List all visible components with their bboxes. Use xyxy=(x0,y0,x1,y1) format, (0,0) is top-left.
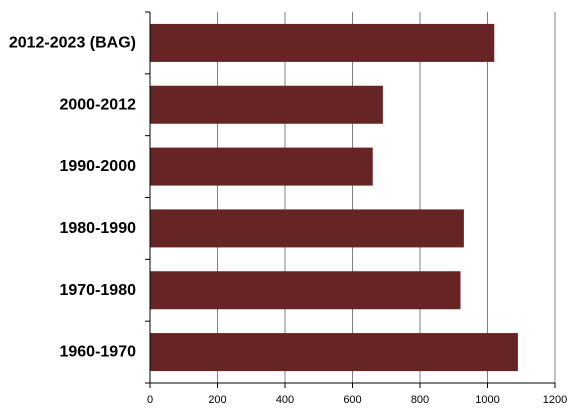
x-tick-label-400: 400 xyxy=(276,394,294,406)
category-label-1: 2000-2012 xyxy=(59,96,136,113)
axes xyxy=(145,11,556,388)
category-label-4: 1970-1980 xyxy=(59,282,136,299)
bar-5 xyxy=(150,333,518,372)
bar-1 xyxy=(150,85,383,124)
category-label-5: 1960-1970 xyxy=(59,344,136,361)
bar-0 xyxy=(150,23,495,62)
bar-2 xyxy=(150,147,373,186)
gridlines xyxy=(217,12,556,383)
x-tick-label-800: 800 xyxy=(411,394,429,406)
x-tick-label-0: 0 xyxy=(147,394,153,406)
x-tick-label-200: 200 xyxy=(208,394,226,406)
category-label-3: 1980-1990 xyxy=(59,220,136,237)
bar-4 xyxy=(150,271,461,310)
category-labels: 2012-2023 (BAG) 2000-2012 1990-2000 1980-19… xyxy=(9,34,136,360)
bars xyxy=(150,23,518,372)
category-label-2: 1990-2000 xyxy=(59,158,136,175)
x-tick-label-600: 600 xyxy=(343,394,361,406)
x-tick-label-1200: 1200 xyxy=(543,394,567,406)
tick-labels: 0 200 400 600 800 1000 1200 xyxy=(147,394,567,406)
category-label-0: 2012-2023 (BAG) xyxy=(9,34,136,51)
x-tick-label-1000: 1000 xyxy=(475,394,499,406)
bar-3 xyxy=(150,209,464,248)
